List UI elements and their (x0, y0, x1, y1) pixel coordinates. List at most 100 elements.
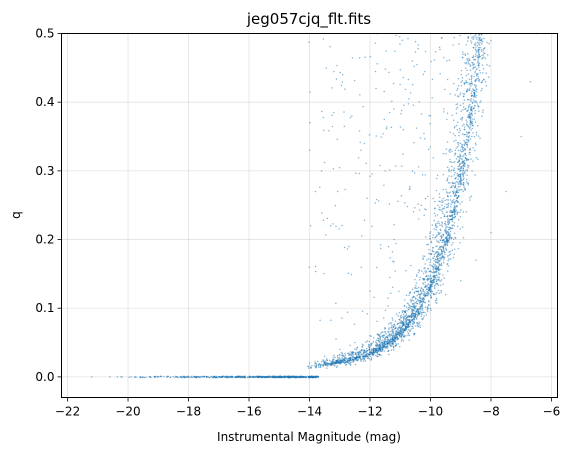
data-point (455, 180, 458, 183)
data-point (458, 175, 460, 177)
data-point (435, 280, 438, 282)
data-point (429, 231, 432, 233)
data-point (436, 299, 438, 301)
data-point (444, 244, 447, 247)
data-point (384, 309, 387, 312)
data-point (457, 183, 460, 185)
data-point (459, 153, 461, 156)
data-point (422, 272, 425, 275)
data-point (462, 109, 464, 111)
data-point (449, 151, 451, 153)
data-point (149, 375, 152, 378)
data-point (442, 248, 445, 250)
data-point (470, 122, 473, 124)
data-point (395, 326, 397, 329)
data-point (429, 235, 431, 238)
data-point (488, 42, 490, 45)
data-point (388, 328, 390, 330)
data-point (437, 284, 440, 287)
data-point (415, 274, 418, 276)
data-point (467, 52, 469, 55)
data-point (480, 43, 483, 45)
data-point (471, 118, 473, 121)
data-point (368, 349, 371, 351)
data-point (352, 355, 354, 358)
data-point (429, 237, 431, 240)
data-point (462, 190, 464, 193)
data-point (407, 37, 409, 40)
data-point (455, 124, 458, 127)
data-point (463, 147, 466, 150)
data-point (396, 334, 398, 337)
data-point (441, 201, 443, 204)
data-point (474, 70, 477, 73)
data-point (412, 325, 414, 328)
data-point (431, 285, 434, 287)
data-point (453, 127, 456, 129)
data-point (446, 60, 448, 62)
data-point (320, 170, 323, 172)
data-point (384, 170, 386, 172)
data-point (417, 286, 420, 289)
data-point (398, 312, 400, 314)
data-point (449, 211, 451, 213)
data-point (393, 339, 396, 342)
data-point (444, 220, 447, 223)
data-point (447, 223, 450, 226)
data-point (442, 261, 445, 264)
data-point (425, 236, 427, 238)
data-point (211, 376, 214, 378)
data-point (428, 248, 430, 251)
data-point (438, 241, 440, 244)
data-point (437, 255, 440, 257)
data-point (452, 185, 454, 187)
data-point (486, 64, 488, 66)
data-point (442, 200, 444, 203)
data-point (313, 375, 315, 378)
data-point (415, 310, 418, 313)
data-point (481, 57, 484, 59)
data-point (359, 94, 361, 96)
data-point (419, 305, 421, 308)
data-point (423, 255, 426, 257)
data-point (474, 142, 477, 144)
data-point (322, 129, 325, 132)
data-point (273, 375, 275, 378)
data-point (368, 340, 371, 343)
data-point (432, 292, 435, 295)
data-point (383, 184, 385, 186)
data-point (167, 375, 170, 378)
data-point (449, 191, 451, 194)
data-point (471, 61, 473, 64)
data-point (449, 227, 451, 229)
data-point (362, 349, 365, 352)
data-point (471, 90, 473, 92)
data-point (391, 336, 394, 339)
data-point (453, 253, 455, 255)
data-point (469, 64, 472, 66)
data-point (439, 247, 441, 249)
data-point (362, 353, 365, 355)
data-point (429, 258, 432, 261)
data-point (392, 330, 395, 333)
data-point (388, 327, 390, 329)
data-point (479, 39, 481, 41)
data-point (454, 208, 456, 210)
data-point (460, 81, 462, 83)
data-point (393, 336, 395, 339)
data-point (474, 121, 477, 123)
data-point (459, 157, 461, 159)
data-point (470, 116, 472, 119)
x-tick-label: −16 (236, 405, 261, 419)
data-point (482, 54, 485, 56)
data-point (436, 261, 438, 264)
data-point (477, 135, 480, 137)
data-point (232, 376, 234, 378)
data-point (449, 186, 452, 189)
data-point (459, 228, 462, 230)
data-point (390, 292, 392, 295)
data-point (408, 339, 410, 341)
data-point (405, 313, 408, 315)
data-point (391, 250, 394, 253)
data-point (458, 180, 461, 183)
